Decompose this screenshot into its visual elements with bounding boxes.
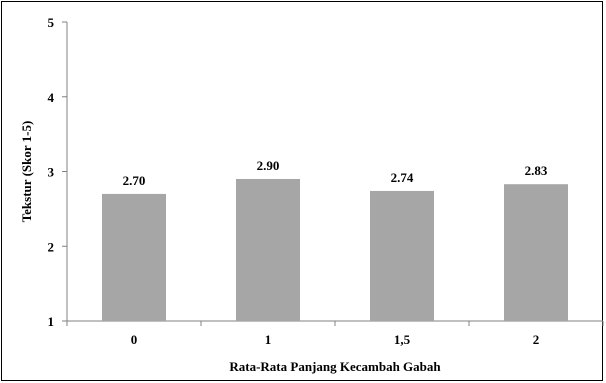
x-axis-title: Rata-Rata Panjang Kecambah Gabah: [229, 359, 441, 374]
y-tick-label: 4: [48, 90, 55, 105]
x-axis: 0 1 1,5 2: [66, 320, 604, 347]
bar: [504, 184, 568, 321]
bar: [102, 193, 166, 321]
bars: [102, 178, 568, 321]
data-labels: 2.70 2.90 2.74 2.83: [123, 158, 548, 188]
bar: [370, 190, 434, 321]
y-axis-title: Tekstur (Skor 1-5): [19, 121, 34, 223]
data-label: 2.83: [525, 163, 548, 178]
y-axis: 1 2 3 4 5: [48, 15, 68, 329]
data-label: 2.74: [391, 170, 414, 185]
y-tick-label: 5: [48, 15, 55, 30]
x-tick-label: 2: [533, 332, 540, 347]
x-tick-label: 1,5: [394, 332, 411, 347]
x-tick-label: 0: [131, 332, 138, 347]
y-tick-label: 1: [48, 314, 55, 329]
y-tick-label: 2: [48, 239, 55, 254]
bar: [236, 178, 300, 321]
y-tick-label: 3: [48, 165, 55, 180]
data-label: 2.70: [123, 173, 146, 188]
data-label: 2.90: [257, 158, 280, 173]
x-tick-label: 1: [265, 332, 272, 347]
